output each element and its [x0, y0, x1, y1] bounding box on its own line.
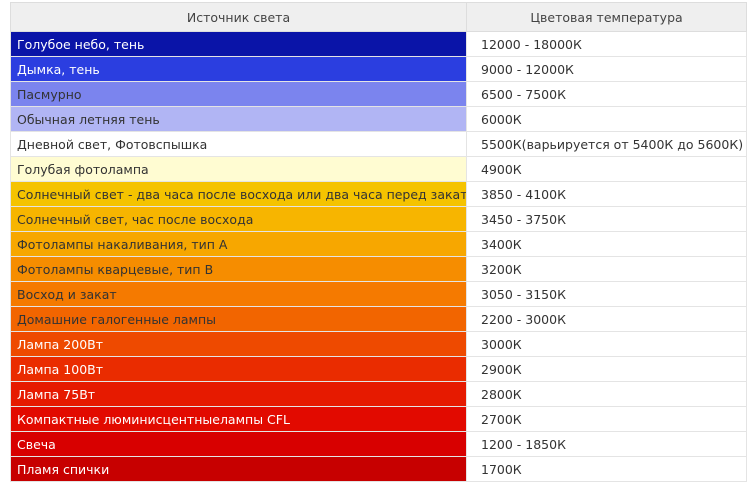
- light-source-cell: Домашние галогенные лампы: [10, 306, 467, 332]
- temperature-cell: 3400К: [466, 231, 747, 257]
- temperature-cell: 2800К: [466, 381, 747, 407]
- table-row: Голубое небо, тень 12000 - 18000К: [10, 31, 747, 57]
- color-temperature-table: Источник света Цветовая температура Голу…: [10, 2, 747, 482]
- table-row: Свеча 1200 - 1850К: [10, 431, 747, 457]
- temperature-cell: 12000 - 18000К: [466, 31, 747, 57]
- temperature-cell: 2200 - 3000К: [466, 306, 747, 332]
- table-row: Солнечный свет - два часа после восхода …: [10, 181, 747, 207]
- temperature-cell: 4900К: [466, 156, 747, 182]
- temperature-cell: 3450 - 3750К: [466, 206, 747, 232]
- light-source-cell: Лампа 75Вт: [10, 381, 467, 407]
- header-cell: Цветовая температура: [466, 2, 747, 32]
- light-source-cell: Компактные люминисцентныелампы CFL: [10, 406, 467, 432]
- table-row: Домашние галогенные лампы 2200 - 3000К: [10, 306, 747, 332]
- temperature-cell: 9000 - 12000К: [466, 56, 747, 82]
- light-source-cell: Обычная летняя тень: [10, 106, 467, 132]
- table-body: Голубое небо, тень 12000 - 18000К Дымка, т…: [10, 31, 747, 482]
- light-source-cell: Пасмурно: [10, 81, 467, 107]
- table-row: Пламя спички 1700К: [10, 456, 747, 482]
- table-row: Фотолампы накаливания, тип А 3400К: [10, 231, 747, 257]
- temperature-cell: 3200К: [466, 256, 747, 282]
- table-row: Лампа 100Вт 2900К: [10, 356, 747, 382]
- temperature-cell: 1200 - 1850К: [466, 431, 747, 457]
- light-source-cell: Солнечный свет - два часа после восхода …: [10, 181, 467, 207]
- light-source-cell: Голубая фотолампа: [10, 156, 467, 182]
- light-source-cell: Пламя спички: [10, 456, 467, 482]
- temperature-cell: 6500 - 7500К: [466, 81, 747, 107]
- light-source-cell: Лампа 100Вт: [10, 356, 467, 382]
- light-source-cell: Дымка, тень: [10, 56, 467, 82]
- temperature-cell: 1700К: [466, 456, 747, 482]
- temperature-cell: 6000К: [466, 106, 747, 132]
- light-source-cell: Фотолампы накаливания, тип А: [10, 231, 467, 257]
- header-row: Источник света Цветовая температура: [10, 2, 747, 32]
- temperature-cell: 3000К: [466, 331, 747, 357]
- table-row: Компактные люминисцентныелампы CFL 2700К: [10, 406, 747, 432]
- table-row: Солнечный свет, час после восхода 3450 - …: [10, 206, 747, 232]
- temperature-cell: 5500К(варьируется от 5400К до 5600К): [466, 131, 747, 157]
- table-row: Лампа 200Вт 3000К: [10, 331, 747, 357]
- temperature-cell: 3850 - 4100К: [466, 181, 747, 207]
- temperature-cell: 3050 - 3150К: [466, 281, 747, 307]
- table-row: Восход и закат 3050 - 3150К: [10, 281, 747, 307]
- table-row: Дневной свет, Фотовспышка 5500К(варьирует…: [10, 131, 747, 157]
- light-source-cell: Голубое небо, тень: [10, 31, 467, 57]
- table-row: Пасмурно 6500 - 7500К: [10, 81, 747, 107]
- light-source-cell: Восход и закат: [10, 281, 467, 307]
- light-source-cell: Солнечный свет, час после восхода: [10, 206, 467, 232]
- light-source-cell: Лампа 200Вт: [10, 331, 467, 357]
- table-row: Фотолампы кварцевые, тип В 3200К: [10, 256, 747, 282]
- table-row: Обычная летняя тень 6000К: [10, 106, 747, 132]
- temperature-cell: 2900К: [466, 356, 747, 382]
- light-source-cell: Фотолампы кварцевые, тип В: [10, 256, 467, 282]
- temperature-cell: 2700К: [466, 406, 747, 432]
- light-source-cell: Свеча: [10, 431, 467, 457]
- table-row: Голубая фотолампа 4900К: [10, 156, 747, 182]
- light-source-cell: Дневной свет, Фотовспышка: [10, 131, 467, 157]
- header-cell: Источник света: [10, 2, 467, 32]
- table-row: Лампа 75Вт 2800К: [10, 381, 747, 407]
- table-row: Дымка, тень 9000 - 12000К: [10, 56, 747, 82]
